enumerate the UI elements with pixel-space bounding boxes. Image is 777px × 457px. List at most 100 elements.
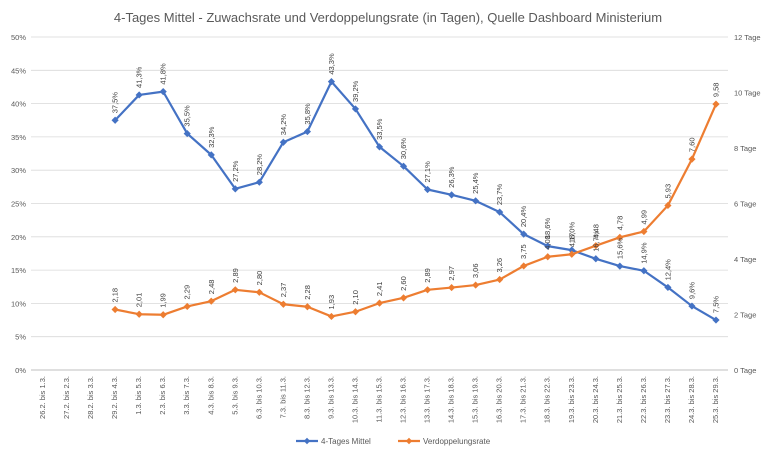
x-tick-label: 26.2. bis 1.3. xyxy=(38,376,47,419)
data-label: 2,80 xyxy=(255,271,264,286)
data-point xyxy=(496,208,504,216)
data-label: 35,8% xyxy=(303,103,312,125)
data-label: 25,4% xyxy=(471,172,480,194)
data-point xyxy=(423,185,432,194)
x-tick-label: 13.3. bis 17.3. xyxy=(423,376,432,423)
data-label: 32,3% xyxy=(207,126,216,148)
data-point xyxy=(664,201,672,210)
x-tick-label: 14.3. bis 18.3. xyxy=(447,376,456,423)
right-tick-label: 12 Tage xyxy=(734,33,761,42)
data-label: 27,2% xyxy=(231,160,240,182)
x-tick-label: 9.3. bis 13.3. xyxy=(326,376,335,419)
data-label: 4,17 xyxy=(567,233,576,248)
data-point xyxy=(135,310,143,318)
data-label: 9,6% xyxy=(687,282,696,299)
data-label: 35,5% xyxy=(183,105,192,127)
left-tick-label: 25% xyxy=(11,200,26,209)
data-label: 28,2% xyxy=(255,154,264,176)
right-axis: 0 Tage 2 Tage 4 Tage 6 Tage 8 Tage 10 Tage 12 … xyxy=(734,33,761,375)
data-label: 27,1% xyxy=(423,161,432,183)
x-tick-label: 12.3. bis 16.3. xyxy=(399,376,408,423)
x-tick-label: 20.3. bis 24.3. xyxy=(591,376,600,423)
data-point xyxy=(616,262,624,270)
legend-item-verdoppelungsrate: Verdoppelungsrate xyxy=(398,437,491,446)
right-tick-label: 0 Tage xyxy=(734,366,756,375)
x-tick-label: 1.3. bis 5.3. xyxy=(134,376,143,415)
data-label: 41,8% xyxy=(159,63,168,85)
x-tick-label: 19.3. bis 23.3. xyxy=(567,376,576,423)
x-tick-label: 23.3. bis 27.3. xyxy=(663,376,672,423)
x-tick-label: 10.3. bis 14.3. xyxy=(350,376,359,423)
x-tick-label: 17.3. bis 21.3. xyxy=(519,376,528,423)
x-tick-label: 25.3. bis 29.3. xyxy=(711,376,720,423)
data-label: 18,0% xyxy=(567,222,576,244)
data-point xyxy=(303,303,311,311)
x-tick-label: 16.3. bis 20.3. xyxy=(495,376,504,423)
data-point xyxy=(279,300,287,308)
x-tick-label: 27.2. bis 2.3. xyxy=(62,376,71,419)
data-label: 5,93 xyxy=(663,184,672,199)
x-tick-label: 3.3. bis 7.3. xyxy=(182,376,191,415)
data-point xyxy=(303,127,311,136)
left-tick-label: 5% xyxy=(15,333,26,342)
data-point xyxy=(255,178,263,186)
data-label: 7,60 xyxy=(687,137,696,152)
left-tick-label: 35% xyxy=(11,133,26,142)
right-tick-label: 2 Tage xyxy=(734,311,756,320)
data-label: 1,93 xyxy=(327,295,336,310)
data-point xyxy=(688,302,696,310)
x-tick-label: 22.3. bis 26.3. xyxy=(639,376,648,423)
x-tick-label: 2.3. bis 6.3. xyxy=(158,376,167,415)
left-tick-label: 20% xyxy=(11,233,26,242)
left-tick-label: 15% xyxy=(11,266,26,275)
right-tick-label: 10 Tage xyxy=(734,89,761,98)
x-tick-label: 15.3. bis 19.3. xyxy=(471,376,480,423)
data-label: 23,7% xyxy=(495,184,504,206)
data-point xyxy=(448,283,456,292)
data-point xyxy=(616,233,624,241)
left-tick-label: 50% xyxy=(11,33,26,42)
data-label: 30,6% xyxy=(399,138,408,160)
data-label: 2,41 xyxy=(375,282,384,297)
x-axis: 26.2. bis 1.3. 27.2. bis 2.3. 28.2. bis 3.… xyxy=(31,369,728,423)
data-point xyxy=(544,253,552,261)
legend-item-zuwachsrate: 4-Tages Mittel xyxy=(296,437,371,446)
legend-marker xyxy=(405,437,413,445)
data-label: 3,06 xyxy=(471,263,480,278)
data-label: 7,5% xyxy=(711,296,720,313)
x-tick-label: 21.3. bis 25.3. xyxy=(615,376,624,423)
series-area xyxy=(111,78,720,324)
data-point xyxy=(159,88,167,96)
x-tick-label: 4.3. bis 8.3. xyxy=(206,376,215,415)
data-label: 34,2% xyxy=(279,114,288,136)
data-point xyxy=(351,308,360,316)
x-tick-label: 6.3. bis 10.3. xyxy=(254,376,263,419)
data-label: 4,78 xyxy=(615,216,624,231)
data-label: 18,6% xyxy=(543,218,552,240)
data-label: 4,99 xyxy=(639,210,648,225)
left-tick-label: 40% xyxy=(11,100,26,109)
data-label: 2,28 xyxy=(303,285,312,300)
data-point xyxy=(183,129,191,138)
x-tick-label: 18.3. bis 22.3. xyxy=(543,376,552,423)
data-point xyxy=(472,197,480,205)
left-tick-label: 45% xyxy=(11,66,26,75)
legend: 4-Tages Mittel Verdoppelungsrate xyxy=(296,437,491,446)
data-label: 2,18 xyxy=(111,288,120,303)
data-label: 3,75 xyxy=(519,244,528,259)
x-tick-label: 24.3. bis 28.3. xyxy=(687,376,696,423)
data-point xyxy=(520,262,528,270)
data-point xyxy=(472,281,480,289)
data-label: 2,97 xyxy=(447,266,456,281)
data-label: 4,48 xyxy=(591,224,600,239)
legend-label: 4-Tages Mittel xyxy=(321,437,371,446)
data-point xyxy=(688,155,696,163)
left-tick-label: 0% xyxy=(15,366,26,375)
legend-marker xyxy=(303,437,311,445)
data-point xyxy=(640,267,648,275)
data-label: 26,3% xyxy=(447,166,456,188)
data-point xyxy=(375,299,384,307)
data-point xyxy=(568,246,576,254)
x-tick-label: 5.3. bis 9.3. xyxy=(230,376,239,415)
x-tick-label: 7.3. bis 11.3. xyxy=(278,376,287,418)
